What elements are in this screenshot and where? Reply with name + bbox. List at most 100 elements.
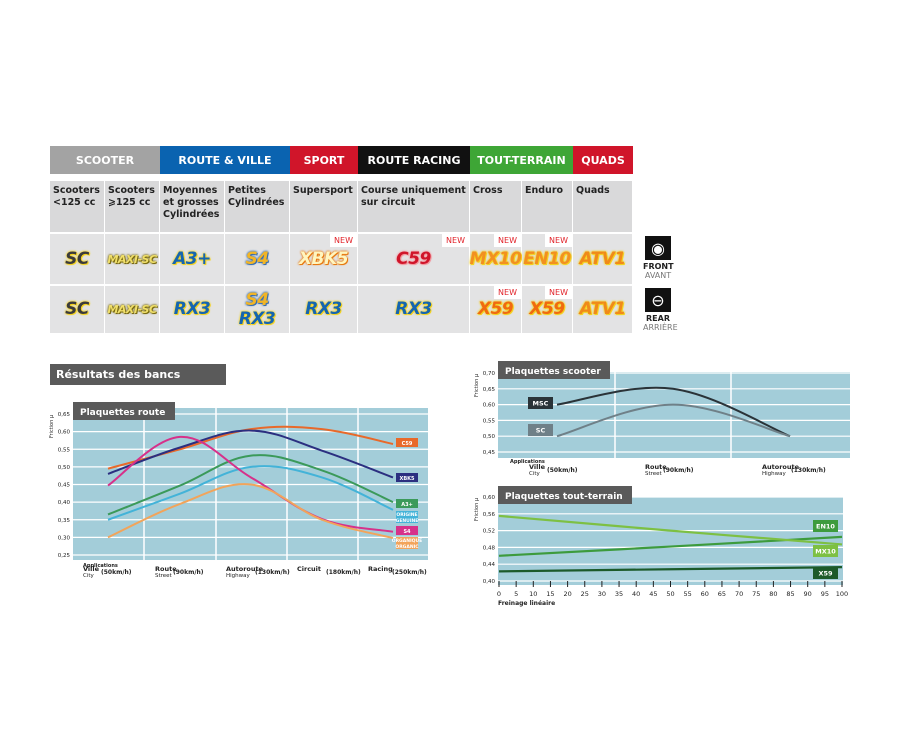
series-label-box bbox=[528, 397, 553, 409]
new-badge: NEW bbox=[545, 234, 572, 247]
front-pad-cell: S4 bbox=[225, 232, 290, 284]
front-pad-cell: MAXI-SC bbox=[105, 232, 160, 284]
series-label-box bbox=[813, 567, 838, 579]
y-tick-label: 0,55 bbox=[483, 418, 496, 424]
y-tick-label: 0,50 bbox=[483, 434, 496, 440]
x-tick-label: 50 bbox=[666, 590, 674, 598]
product-logo-x59: X59 bbox=[529, 299, 565, 319]
x-category-main: Route bbox=[645, 463, 667, 471]
x-category-main: Racing bbox=[368, 565, 393, 573]
product-logo-maxisc: MAXI-SC bbox=[107, 303, 157, 316]
x-tick-label: 25 bbox=[581, 590, 589, 598]
series-label: ORGANIQUE bbox=[392, 538, 422, 544]
x-category-main: Route bbox=[155, 565, 177, 573]
new-badge: NEW bbox=[545, 286, 572, 299]
x-tick-label: 0 bbox=[497, 590, 501, 598]
y-tick-label: 0,45 bbox=[58, 483, 71, 489]
series-line-x59 bbox=[498, 566, 843, 573]
x-tick-label: 10 bbox=[529, 590, 537, 598]
x-category-sub: City bbox=[529, 471, 541, 477]
y-tick-label: 0,60 bbox=[58, 430, 71, 436]
y-axis-label: Friction µ bbox=[474, 373, 480, 397]
series-label: X59 bbox=[818, 570, 833, 578]
column-label: Supersport bbox=[290, 180, 358, 232]
product-logo-c59: C59 bbox=[396, 248, 431, 269]
x-category-speed: (50km/h) bbox=[101, 569, 132, 576]
y-tick-label: 0,56 bbox=[483, 512, 496, 518]
rear-label: REAR bbox=[646, 314, 670, 323]
y-tick-label: 0,40 bbox=[58, 500, 71, 506]
x-category-main: Autoroute bbox=[226, 565, 264, 573]
x-tick-label: 100 bbox=[836, 590, 848, 598]
x-category-speed: (50km/h) bbox=[547, 467, 578, 474]
rear-wheel-icon: ⊖ bbox=[645, 288, 671, 312]
x-category-speed: (130km/h) bbox=[255, 569, 290, 576]
rear-sub-label: ARRIÈRE bbox=[643, 323, 678, 332]
product-logo-rx3: RX3 bbox=[173, 299, 211, 319]
plot-area bbox=[498, 372, 850, 458]
category-header: SPORT bbox=[290, 146, 358, 174]
front-pad-cell: MX10 NEW bbox=[470, 232, 522, 284]
series-label: A3+ bbox=[401, 502, 413, 508]
front-wheel-icon: ◉ bbox=[645, 236, 671, 260]
y-tick-label: 0,60 bbox=[483, 403, 496, 409]
product-logo-rx3: RX3 bbox=[238, 308, 276, 329]
chart-title-box bbox=[498, 486, 632, 504]
series-label: SC bbox=[536, 427, 546, 435]
x-category-speed: (130km/h) bbox=[791, 467, 826, 474]
y-tick-label: 0,48 bbox=[483, 545, 496, 551]
x-category-main: Circuit bbox=[297, 565, 321, 573]
product-logo-sc: SC bbox=[65, 299, 89, 319]
product-logo-maxisc: MAXI-SC bbox=[107, 252, 157, 266]
rear-pad-cell: RX3 bbox=[290, 284, 358, 333]
front-pad-cell: EN10 NEW bbox=[522, 232, 573, 284]
x-tick-label: 90 bbox=[804, 590, 812, 598]
series-label: MSC bbox=[533, 400, 549, 408]
x-axis-label: Applications bbox=[510, 459, 545, 465]
series-label: GENUINE bbox=[396, 518, 419, 524]
new-badge: NEW bbox=[494, 286, 521, 299]
category-header: SCOOTER bbox=[50, 146, 160, 174]
category-header: ROUTE & VILLE bbox=[160, 146, 290, 174]
rear-pad-cell: S4 RX3 bbox=[225, 284, 290, 333]
x-category-speed: (180km/h) bbox=[326, 569, 361, 576]
column-label: Course uniquement sur circuit bbox=[358, 180, 470, 232]
x-category-speed: (250km/h) bbox=[392, 569, 427, 576]
x-tick-label: 20 bbox=[563, 590, 571, 598]
new-badge: NEW bbox=[442, 234, 469, 247]
x-axis-label: Applications bbox=[83, 563, 118, 569]
front-pad-cell: XBK5 NEW bbox=[290, 232, 358, 284]
y-axis-label: Friction µ bbox=[49, 414, 55, 438]
front-legend: ◉ FRONT AVANT bbox=[643, 236, 674, 280]
y-tick-label: 0,45 bbox=[483, 450, 496, 456]
x-tick-label: 65 bbox=[718, 590, 726, 598]
series-label: S4 bbox=[403, 529, 411, 535]
x-tick-label: 35 bbox=[615, 590, 623, 598]
product-logo-x59: X59 bbox=[477, 299, 514, 319]
chart-title: Plaquettes tout-terrain bbox=[505, 492, 623, 502]
product-logo-mx10: MX10 bbox=[469, 248, 522, 269]
column-label: Moyennes et grosses Cylindrées bbox=[160, 180, 225, 232]
front-pad-cell: ATV1 bbox=[573, 232, 633, 284]
new-badge: NEW bbox=[330, 234, 357, 247]
rear-pad-cell: X59 NEW bbox=[522, 284, 573, 333]
series-line-origine bbox=[107, 465, 394, 521]
series-line-en10 bbox=[498, 535, 843, 557]
x-category-sub: City bbox=[83, 573, 95, 579]
y-tick-label: 0,70 bbox=[483, 371, 496, 377]
series-label: ORGANIC bbox=[395, 544, 419, 550]
series-line-mx10 bbox=[498, 514, 843, 546]
y-axis-label: Friction µ bbox=[474, 497, 480, 521]
product-logo-sc: SC bbox=[65, 248, 89, 269]
y-tick-label: 0,65 bbox=[58, 412, 71, 418]
x-tick-label: 80 bbox=[769, 590, 777, 598]
product-logo-s4: S4 bbox=[245, 289, 269, 310]
column-label: Enduro bbox=[522, 180, 573, 232]
column-label: Quads bbox=[573, 180, 633, 232]
series-label: EN10 bbox=[816, 523, 835, 531]
series-line-xbk5 bbox=[107, 429, 394, 479]
column-label: Cross bbox=[470, 180, 522, 232]
x-axis-label: Freinage linéaire bbox=[498, 600, 555, 607]
x-tick-label: 60 bbox=[701, 590, 709, 598]
